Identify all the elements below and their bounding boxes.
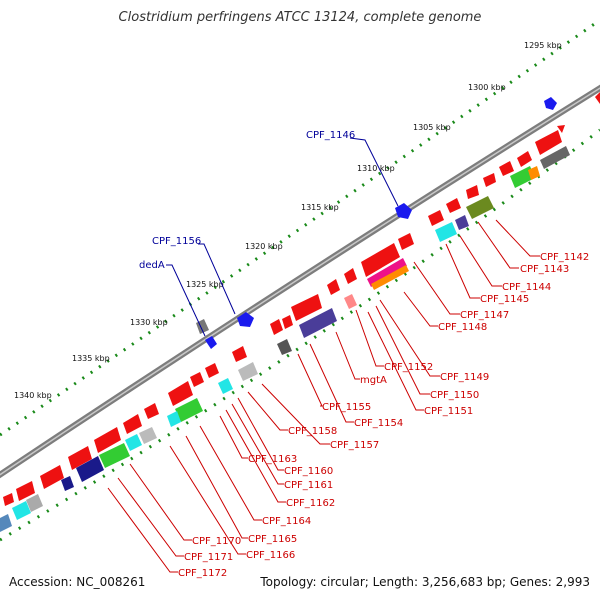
gene-label[interactable]: CPF_1151 bbox=[424, 406, 473, 417]
reverse-leaders bbox=[107, 219, 540, 573]
gene-label[interactable]: CPF_1157 bbox=[330, 440, 379, 451]
tick-label: 1335 kbp bbox=[72, 354, 110, 363]
gene-label[interactable]: dedA bbox=[139, 260, 165, 271]
genome-stats: Topology: circular; Length: 3,256,683 bp… bbox=[260, 575, 590, 589]
tick-label: 1300 kbp bbox=[468, 83, 506, 92]
tick-label: 1320 kbp bbox=[245, 242, 283, 251]
gene-label[interactable]: CPF_1160 bbox=[284, 466, 333, 477]
reverse-labels: CPF_1142 CPF_1143 CPF_1144 CPF_1145 CPF_… bbox=[178, 252, 589, 579]
inner-ring bbox=[0, 128, 600, 542]
gene-label[interactable]: CPF_1149 bbox=[440, 372, 489, 383]
gene-label[interactable]: CPF_1150 bbox=[430, 390, 479, 401]
gene-label[interactable]: CPF_1172 bbox=[178, 568, 227, 579]
gene-label[interactable]: CPF_1166 bbox=[246, 550, 295, 561]
gene-cpf-1156 bbox=[237, 312, 254, 327]
gene-label[interactable]: CPF_1155 bbox=[322, 402, 371, 413]
tick-labels: 1295 kbp 1300 kbp 1305 kbp 1310 kbp 1315… bbox=[14, 41, 562, 400]
gene-label[interactable]: CPF_1148 bbox=[438, 322, 487, 333]
tick-label: 1315 kbp bbox=[301, 203, 339, 212]
gene-label[interactable]: mgtA bbox=[360, 375, 387, 386]
gene-label[interactable]: CPF_1143 bbox=[520, 264, 569, 275]
gene-label[interactable]: CPF_1165 bbox=[248, 534, 297, 545]
gene-label[interactable]: CPF_1144 bbox=[502, 282, 551, 293]
gene-label[interactable]: CPF_1145 bbox=[480, 294, 529, 305]
gene-label[interactable]: CPF_1152 bbox=[384, 362, 433, 373]
tick-ring bbox=[0, 18, 600, 437]
tick-label: 1325 kbp bbox=[186, 280, 224, 289]
accession-text: Accession: NC_008261 bbox=[9, 575, 146, 589]
gene-label[interactable]: CPF_1142 bbox=[540, 252, 589, 263]
gene-label[interactable]: CPF_1156 bbox=[152, 236, 201, 247]
forward-genes bbox=[196, 92, 600, 349]
gene-label[interactable]: CPF_1147 bbox=[460, 310, 509, 321]
map-title: Clostridium perfringens ATCC 13124, comp… bbox=[118, 10, 482, 25]
reverse-genes bbox=[0, 125, 570, 532]
gene-label[interactable]: CPF_1158 bbox=[288, 426, 337, 437]
gene-label[interactable]: CPF_1171 bbox=[184, 552, 233, 563]
gene-top-right bbox=[544, 97, 557, 110]
tick-label: 1330 kbp bbox=[130, 318, 168, 327]
gene-label[interactable]: CPF_1161 bbox=[284, 480, 333, 491]
tick-label: 1340 kbp bbox=[14, 391, 52, 400]
gene-label[interactable]: CPF_1146 bbox=[306, 130, 355, 141]
gene-label[interactable]: CPF_1170 bbox=[192, 536, 241, 547]
gene-label[interactable]: CPF_1154 bbox=[354, 418, 403, 429]
tick-label: 1305 kbp bbox=[413, 123, 451, 132]
forward-labels bbox=[166, 137, 399, 337]
gene-label[interactable]: CPF_1164 bbox=[262, 516, 311, 527]
tick-label: 1295 kbp bbox=[524, 41, 562, 50]
tick-label: 1310 kbp bbox=[357, 164, 395, 173]
gene-deda bbox=[205, 336, 217, 349]
gene-cpf-1146 bbox=[395, 203, 412, 219]
gene-label[interactable]: CPF_1162 bbox=[286, 498, 335, 509]
gene-label[interactable]: CPF_1163 bbox=[248, 454, 297, 465]
